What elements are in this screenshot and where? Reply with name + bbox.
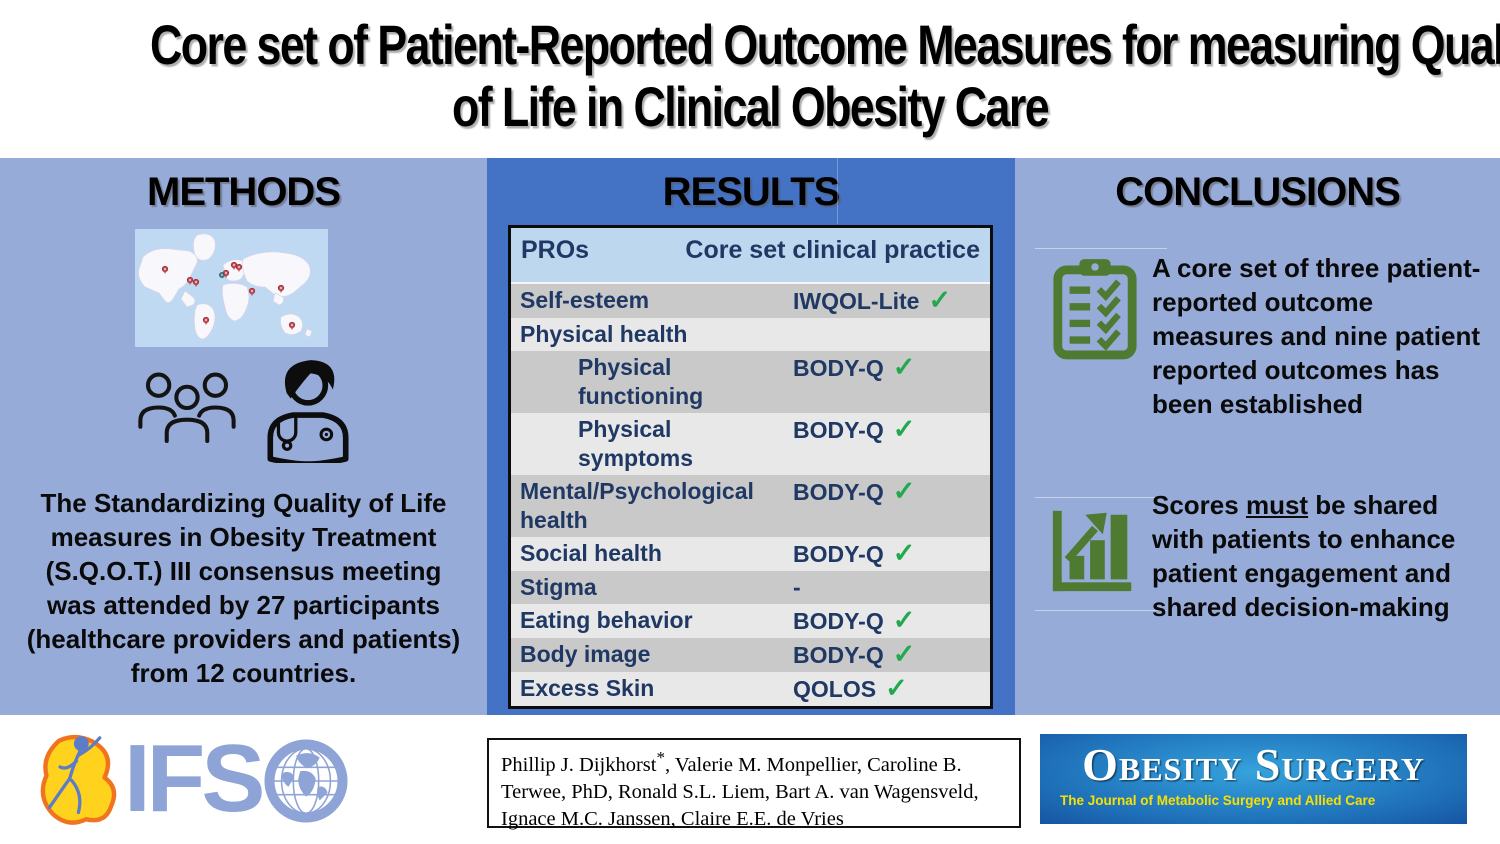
ifso-figure-icon: [40, 734, 117, 825]
results-header: RESULTS: [662, 170, 841, 214]
title-area: Core set of Patient-Reported Outcome Mea…: [0, 0, 1500, 158]
ifso-logo: IFS: [30, 731, 349, 827]
journal-title: Obesity Surgery: [1082, 739, 1425, 790]
check-icon: ✓: [928, 285, 952, 315]
pro-cell: Eating behavior: [520, 607, 693, 633]
instrument-name: BODY-Q: [793, 541, 884, 567]
column-header-pros: PROs: [521, 236, 590, 264]
instrument-cell: IWQOL-Lite ✓: [763, 284, 990, 318]
table-row: Self-esteem IWQOL-Lite ✓: [511, 284, 990, 318]
instrument-cell: BODY-Q ✓: [763, 475, 990, 509]
pro-table: PROs Core set clinical practice Self-est…: [508, 225, 993, 709]
conclusions-panel: CONCLUSIONS: [1015, 158, 1500, 715]
methods-panel: METHODS: [0, 158, 487, 715]
instrument-name: -: [793, 574, 801, 600]
check-icon: ✓: [892, 605, 916, 635]
table-row: Excess Skin QOLOS ✓: [511, 672, 990, 706]
table-row: Physical symptoms BODY-Q ✓: [511, 413, 990, 475]
instrument-name: BODY-Q: [793, 417, 884, 443]
pro-table-body: Self-esteem IWQOL-Lite ✓ Physical health Phy…: [511, 284, 990, 706]
instrument-cell: [763, 318, 990, 322]
checklist-clipboard-icon: [1053, 259, 1137, 360]
conclusion-point-2-underlined: must: [1245, 490, 1309, 520]
conclusion-point-2-post: be shared with patients to enhance patie…: [1152, 490, 1456, 622]
conclusions-header: CONCLUSIONS: [1115, 170, 1401, 214]
instrument-name: BODY-Q: [793, 608, 884, 634]
instrument-cell: QOLOS ✓: [763, 672, 990, 706]
world-map: [135, 229, 328, 347]
instrument-name: BODY-Q: [793, 479, 884, 505]
instrument-name: BODY-Q: [793, 642, 884, 668]
journal-subtitle: The Journal of Metabolic Surgery and All…: [1060, 793, 1376, 808]
table-row: Physical health: [511, 318, 990, 351]
journal-logo: Obesity Surgery The Journal of Metabolic…: [1040, 734, 1467, 824]
map-pins: [161, 261, 296, 330]
page-title-line1: Core set of Patient-Reported Outcome Mea…: [150, 13, 1500, 76]
instrument-name: QOLOS: [793, 676, 877, 702]
results-panel: RESULTS PROs Core set clinical practice …: [487, 158, 1015, 715]
divider-line: [1035, 610, 1167, 611]
pro-cell: Social health: [520, 540, 662, 566]
divider-line: [1035, 497, 1167, 498]
instrument-cell: BODY-Q ✓: [763, 413, 990, 447]
pro-cell: Mental/Psychological health: [520, 478, 754, 533]
methods-header: METHODS: [147, 170, 341, 214]
table-row: Stigma -: [511, 571, 990, 604]
check-icon: ✓: [892, 639, 916, 669]
author-rest: , Valerie M. Monpellier, Caroline B. Ter…: [501, 753, 979, 830]
table-header-row: PROs Core set clinical practice: [511, 228, 990, 284]
rising-bar-chart-icon: [1052, 510, 1132, 592]
instrument-name: IWQOL-Lite: [793, 288, 920, 314]
doctor-icon: [267, 360, 349, 463]
author-first: Phillip J. Dijkhorst: [501, 753, 657, 776]
conclusion-point-2-pre: Scores: [1152, 490, 1246, 520]
page-title-line2: of Life in Clinical Obesity Care: [451, 75, 1050, 138]
instrument-cell: BODY-Q ✓: [763, 537, 990, 571]
table-row: Social health BODY-Q ✓: [511, 537, 990, 571]
content-band: METHODS: [0, 158, 1500, 715]
instrument-cell: -: [763, 571, 990, 604]
check-icon: ✓: [892, 538, 916, 568]
participants-icon: [138, 372, 236, 443]
pro-cell: Excess Skin: [520, 675, 655, 701]
pro-cell: Physical functioning: [578, 354, 704, 409]
instrument-cell: BODY-Q ✓: [763, 638, 990, 672]
author-asterisk: *: [656, 748, 666, 767]
instrument-cell: BODY-Q ✓: [763, 351, 990, 385]
table-row: Eating behavior BODY-Q ✓: [511, 604, 990, 638]
ifso-globe-icon: [264, 739, 348, 823]
conclusion-point-1: A core set of three patient-reported out…: [1152, 253, 1481, 419]
table-row: Body image BODY-Q ✓: [511, 638, 990, 672]
author-box: Phillip J. Dijkhorst*, Valerie M. Monpel…: [487, 738, 1021, 830]
column-header-core-set: Core set clinical practice: [685, 236, 980, 264]
divider-line: [1035, 248, 1167, 249]
instrument-name: BODY-Q: [793, 355, 884, 381]
pro-cell: Self-esteem: [520, 287, 650, 313]
table-row: Physical functioning BODY-Q ✓: [511, 351, 990, 413]
conclusion-point-2: Scores must be shared with patients to e…: [1152, 488, 1476, 624]
check-icon: ✓: [892, 414, 916, 444]
pro-cell: Stigma: [520, 574, 597, 600]
results-divider-line: [837, 158, 838, 224]
check-icon: ✓: [885, 673, 908, 703]
ifso-wordmark: IFS: [124, 725, 265, 832]
pro-cell: Physical health: [520, 321, 688, 347]
pro-cell: Body image: [520, 641, 651, 667]
check-icon: ✓: [892, 476, 916, 506]
instrument-cell: BODY-Q ✓: [763, 604, 990, 638]
check-icon: ✓: [892, 352, 916, 382]
table-row: Mental/Psychological health BODY-Q ✓: [511, 475, 990, 537]
methods-description: The Standardizing Quality of Life measur…: [26, 488, 461, 688]
pro-cell: Physical symptoms: [578, 416, 694, 471]
